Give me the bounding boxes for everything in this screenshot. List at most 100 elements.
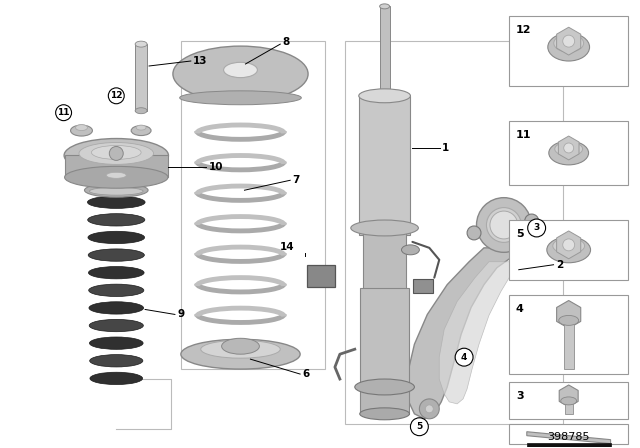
Ellipse shape (92, 146, 141, 159)
Ellipse shape (84, 183, 148, 197)
Ellipse shape (70, 125, 92, 136)
Ellipse shape (88, 249, 145, 261)
Bar (380, 6, 390, 101)
Bar (564, 324, 573, 369)
Circle shape (563, 35, 575, 47)
Circle shape (564, 143, 573, 153)
Circle shape (528, 219, 545, 237)
Text: 6: 6 (302, 369, 309, 379)
Ellipse shape (351, 220, 419, 236)
Bar (307, 265, 335, 287)
Circle shape (109, 146, 124, 160)
Ellipse shape (90, 355, 143, 367)
Ellipse shape (88, 231, 145, 244)
Ellipse shape (90, 337, 143, 349)
Ellipse shape (65, 166, 168, 188)
Ellipse shape (554, 34, 584, 52)
Ellipse shape (89, 319, 143, 332)
Text: 5: 5 (516, 229, 524, 239)
Bar (509, 382, 628, 419)
Ellipse shape (88, 267, 144, 279)
Ellipse shape (136, 125, 146, 130)
Polygon shape (527, 432, 611, 444)
Ellipse shape (525, 214, 539, 228)
Polygon shape (439, 262, 521, 404)
Text: 398785: 398785 (547, 431, 590, 442)
Bar (345, 41, 563, 424)
Ellipse shape (555, 142, 582, 156)
Ellipse shape (553, 238, 584, 254)
Text: 4: 4 (461, 353, 467, 362)
Text: 12: 12 (516, 25, 531, 35)
Ellipse shape (64, 138, 168, 172)
Text: 9: 9 (178, 310, 185, 319)
Ellipse shape (79, 142, 154, 164)
Bar (360, 384, 410, 414)
Ellipse shape (549, 141, 589, 165)
Ellipse shape (89, 284, 144, 297)
Ellipse shape (359, 89, 410, 103)
Bar (181, 41, 325, 369)
Ellipse shape (360, 408, 410, 420)
Circle shape (455, 348, 473, 366)
Bar (527, 443, 611, 447)
Bar (509, 220, 628, 280)
FancyBboxPatch shape (413, 279, 433, 293)
Circle shape (490, 211, 518, 239)
Text: 13: 13 (193, 56, 207, 66)
Ellipse shape (467, 226, 481, 240)
Ellipse shape (559, 315, 579, 325)
Ellipse shape (547, 237, 591, 263)
Ellipse shape (401, 245, 419, 255)
Ellipse shape (477, 198, 531, 252)
Bar (359, 96, 410, 235)
Ellipse shape (88, 196, 145, 208)
Text: 4: 4 (516, 303, 524, 314)
Ellipse shape (88, 214, 145, 226)
Text: 12: 12 (110, 91, 122, 100)
Circle shape (410, 418, 428, 435)
Ellipse shape (223, 62, 257, 78)
Text: 8: 8 (282, 37, 289, 47)
Polygon shape (408, 248, 531, 419)
Ellipse shape (548, 33, 589, 61)
Circle shape (563, 239, 575, 251)
Ellipse shape (180, 91, 301, 105)
Bar (360, 288, 410, 387)
Ellipse shape (135, 41, 147, 47)
Ellipse shape (221, 338, 259, 354)
Circle shape (426, 405, 433, 413)
Bar (65, 155, 168, 177)
Text: 5: 5 (416, 422, 422, 431)
Bar (509, 121, 628, 185)
Ellipse shape (355, 379, 415, 395)
Bar (135, 44, 147, 111)
Text: 10: 10 (209, 162, 223, 172)
Bar (564, 404, 573, 414)
Text: 11: 11 (58, 108, 70, 117)
Ellipse shape (90, 372, 143, 384)
Bar (509, 424, 628, 444)
Ellipse shape (90, 187, 143, 195)
Bar (509, 16, 628, 86)
Ellipse shape (486, 207, 521, 242)
Text: 1: 1 (442, 143, 449, 154)
Ellipse shape (181, 339, 300, 369)
Ellipse shape (561, 397, 577, 405)
Ellipse shape (135, 108, 147, 114)
Ellipse shape (89, 302, 143, 314)
Text: 2: 2 (557, 260, 564, 270)
Ellipse shape (380, 4, 390, 9)
Circle shape (108, 88, 124, 104)
Circle shape (419, 399, 439, 419)
Bar (509, 294, 628, 374)
Ellipse shape (76, 125, 88, 130)
Ellipse shape (173, 46, 308, 102)
Ellipse shape (201, 340, 280, 358)
Text: 14: 14 (280, 242, 294, 252)
Ellipse shape (131, 125, 151, 136)
Text: 7: 7 (292, 175, 300, 185)
Ellipse shape (106, 172, 126, 178)
Text: 3: 3 (534, 224, 540, 233)
Text: 3: 3 (516, 391, 524, 401)
